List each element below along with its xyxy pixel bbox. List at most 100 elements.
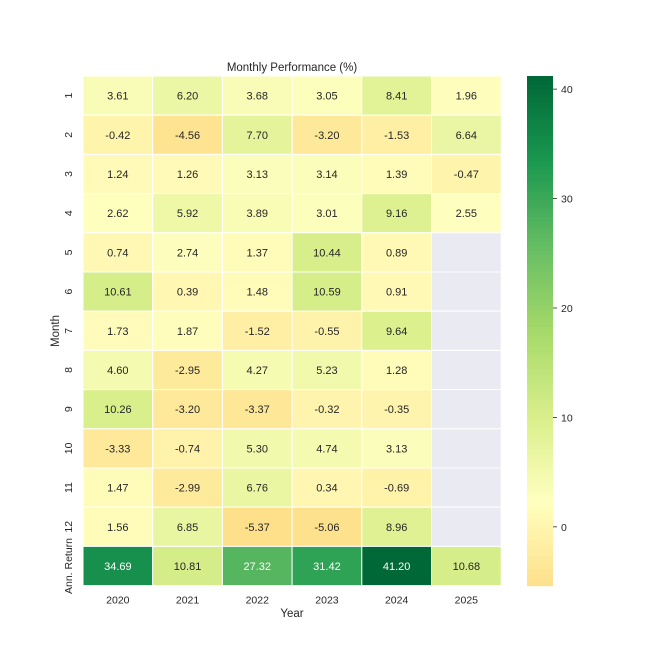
cell-value-label: 2.74: [177, 247, 198, 259]
cell-value-label: -1.53: [384, 130, 409, 142]
colorbar-segment: [527, 186, 553, 192]
colorbar-segment: [527, 292, 553, 298]
colorbar-segment: [527, 543, 553, 548]
cell-value-label: 3.61: [107, 91, 128, 103]
cell-value-label: 10.44: [313, 247, 341, 259]
cell-value-label: 5.30: [247, 443, 268, 455]
colorbar-segment: [527, 126, 553, 132]
heatmap-cell: [152, 271, 223, 312]
x-axis-label: Year: [280, 608, 303, 620]
cell-value-label: 5.92: [177, 208, 198, 220]
colorbar-segment: [527, 386, 553, 391]
colorbar-segment: [527, 577, 553, 582]
colorbar-segment: [527, 254, 553, 260]
heatmap-cell: [361, 506, 432, 547]
heatmap-cell: [291, 428, 363, 469]
colorbar-segment: [527, 190, 553, 196]
colorbar-segment: [527, 97, 553, 103]
colorbar-segment: [527, 194, 553, 200]
y-tick-label: 8: [63, 367, 75, 373]
cell-value-label: -5.37: [245, 522, 270, 534]
y-tick-label: 1: [63, 93, 75, 99]
colorbar-tick-label: 0: [561, 522, 567, 534]
cell-value-label: 1.87: [177, 326, 198, 338]
colorbar-segment: [527, 364, 553, 370]
cell-value-label: -0.47: [454, 169, 479, 181]
heatmap-cell: [361, 545, 432, 587]
heatmap-cell: [152, 506, 223, 547]
x-tick-label: 2020: [106, 595, 130, 607]
cell-value-label: -2.95: [175, 365, 200, 377]
colorbar-segment: [527, 143, 553, 149]
heatmap-cell: [431, 310, 502, 351]
heatmap-cell: [82, 389, 154, 430]
colorbar-segment: [527, 288, 553, 294]
colorbar-segment: [527, 373, 553, 379]
colorbar-segment: [527, 381, 553, 387]
y-tick-label: 11: [63, 482, 75, 493]
colorbar-segment: [527, 343, 553, 349]
cell-value-label: 7.70: [247, 130, 268, 142]
heatmap-cell: [152, 428, 223, 469]
y-tick-label: 7: [63, 328, 75, 334]
colorbar-segment: [527, 326, 553, 332]
cell-value-label: -0.55: [314, 326, 339, 338]
colorbar-segment: [527, 526, 553, 531]
colorbar-segment: [527, 462, 553, 468]
colorbar-segment: [527, 267, 553, 272]
colorbar-segment: [527, 92, 553, 98]
cell-value-label: 1.24: [107, 169, 128, 181]
heatmap-cell: [431, 75, 502, 116]
x-tick-label: 2025: [455, 595, 479, 607]
colorbar-segment: [527, 245, 553, 251]
colorbar-segment: [527, 432, 553, 438]
colorbar-segment: [527, 271, 553, 277]
cell-value-label: 6.85: [177, 522, 198, 534]
colorbar-segment: [527, 492, 553, 498]
cell-value-label: 0.74: [107, 247, 128, 259]
colorbar-segment: [527, 415, 553, 421]
cell-value-label: 4.60: [107, 365, 128, 377]
colorbar-segment: [527, 152, 553, 158]
heatmap-cell: [361, 153, 432, 195]
colorbar-tick-label: 20: [561, 303, 573, 315]
x-tick-labels: 2020 2021 2022 2023 2024 2025: [106, 595, 478, 607]
colorbar-segment: [527, 182, 553, 188]
cell-value-label: -3.33: [105, 443, 130, 455]
heatmap-cell: [152, 310, 223, 351]
cell-value-label: 1.56: [107, 522, 128, 534]
cell-value-label: -3.37: [245, 404, 270, 416]
cell-value-label: 41.20: [383, 561, 411, 573]
colorbar-segment: [527, 483, 553, 489]
heatmap-cell: [82, 349, 154, 391]
heatmap-cell: [221, 232, 293, 273]
colorbar-segment: [527, 513, 553, 519]
colorbar-segment: [527, 551, 553, 557]
heatmap-cell: [291, 193, 363, 234]
x-tick-label: 2023: [315, 595, 339, 607]
x-tick-label: 2021: [176, 595, 200, 607]
colorbar-segment: [527, 169, 553, 175]
heatmap-cell: [291, 232, 363, 273]
colorbar-segment: [527, 216, 553, 221]
cell-value-label: 1.47: [107, 483, 128, 495]
cell-value-label: 9.64: [386, 326, 407, 338]
colorbar-segment: [527, 258, 553, 264]
cell-value-label: 10.68: [453, 561, 481, 573]
colorbar-segment: [527, 250, 553, 255]
heatmap-cell: [221, 310, 293, 351]
colorbar-segment: [527, 262, 553, 268]
heatmap-cell: [361, 310, 432, 351]
colorbar-segment: [527, 487, 553, 493]
cell-value-label: 2.55: [456, 208, 477, 220]
colorbar-segment: [527, 199, 553, 204]
colorbar-segment: [527, 407, 553, 413]
heatmap-cell: [152, 545, 223, 587]
cell-value-label: 0.91: [386, 287, 407, 299]
colorbar-segment: [527, 534, 553, 540]
colorbar-segment: [527, 203, 553, 209]
heatmap-cell: [152, 153, 223, 195]
cell-value-label: 6.20: [177, 91, 198, 103]
colorbar-segment: [527, 424, 553, 430]
colorbar-segment: [527, 165, 553, 171]
